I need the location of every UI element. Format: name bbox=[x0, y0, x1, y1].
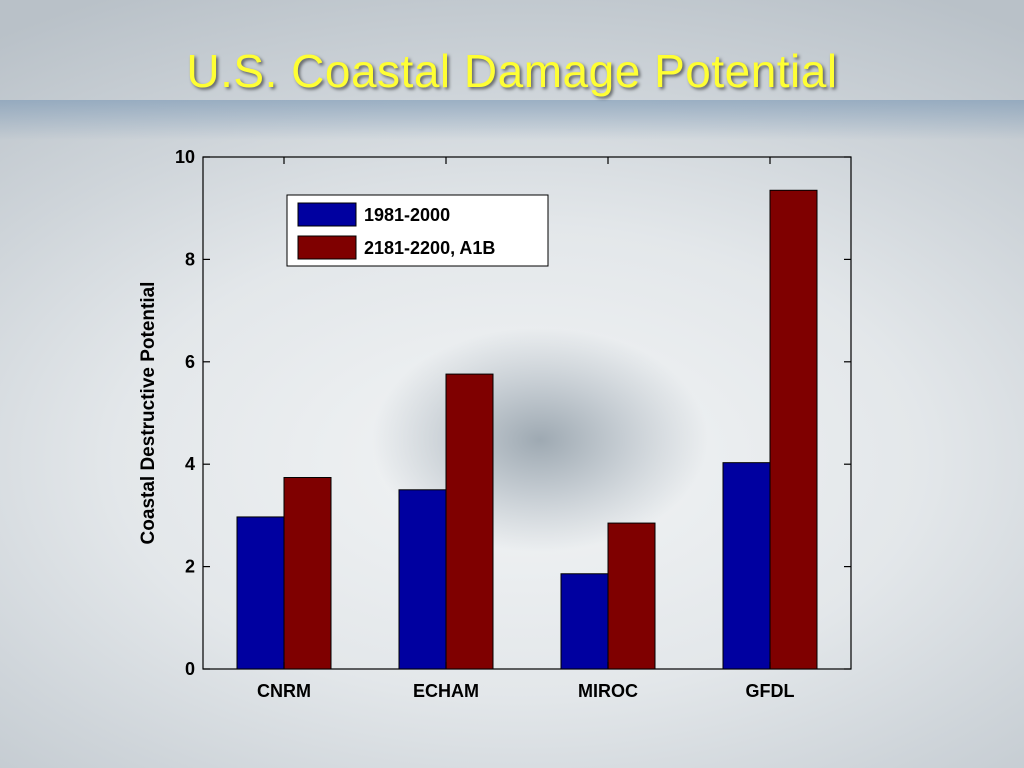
bar-gfdl-series-2 bbox=[769, 189, 818, 670]
legend-label-series-2: 2181-2200, A1B bbox=[364, 238, 495, 258]
y-axis-title: Coastal Destructive Potential bbox=[138, 282, 159, 545]
atmosphere-haze bbox=[0, 100, 1024, 140]
bar-cnrm-series-1 bbox=[236, 516, 285, 670]
plot-area bbox=[202, 156, 852, 670]
bar-miroc-series-1 bbox=[560, 573, 609, 670]
x-tick-label: MIROC bbox=[578, 681, 638, 701]
y-tick-label: 6 bbox=[185, 352, 195, 372]
x-tick-label: GFDL bbox=[746, 681, 795, 701]
legend-swatch-series-1 bbox=[297, 202, 357, 227]
y-tick-label: 4 bbox=[185, 454, 195, 474]
bar-echam-series-2 bbox=[445, 373, 494, 670]
x-axis-tick-labels: CNRM ECHAM MIROC GFDL bbox=[257, 157, 795, 701]
legend-label-series-1: 1981-2000 bbox=[364, 205, 450, 225]
slide-title: U.S. Coastal Damage Potential bbox=[186, 45, 838, 97]
y-tick-label: 2 bbox=[185, 557, 195, 577]
x-tick-label: CNRM bbox=[257, 681, 311, 701]
bar-echam-series-1 bbox=[398, 489, 447, 670]
bars bbox=[236, 189, 818, 670]
x-tick-label: ECHAM bbox=[413, 681, 479, 701]
legend-swatch-series-2 bbox=[297, 235, 357, 260]
y-axis-ticks: 0 2 4 6 8 10 bbox=[175, 147, 851, 679]
bar-cnrm-series-2 bbox=[283, 477, 332, 670]
bar-miroc-series-2 bbox=[607, 522, 656, 670]
bar-gfdl-series-1 bbox=[722, 462, 771, 670]
y-tick-label: 0 bbox=[185, 659, 195, 679]
legend: 1981-2000 2181-2200, A1B bbox=[286, 194, 549, 267]
y-tick-label: 8 bbox=[185, 249, 195, 269]
y-tick-label: 10 bbox=[175, 147, 195, 167]
